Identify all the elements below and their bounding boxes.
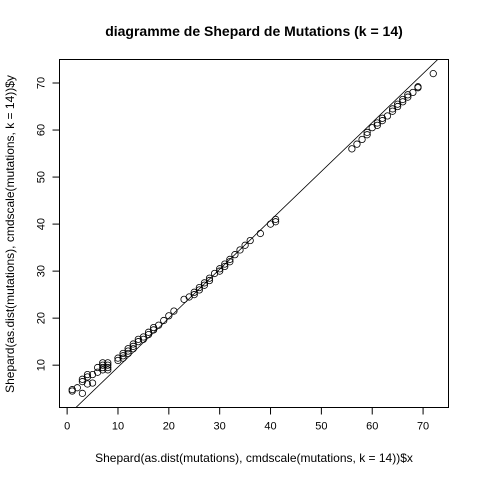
- x-tick-label-50: 50: [315, 421, 327, 433]
- data-point: [165, 312, 173, 320]
- data-point: [256, 229, 264, 238]
- y-tick-label-70: 70: [36, 77, 48, 89]
- data-point: [155, 321, 163, 329]
- data-point: [383, 112, 392, 120]
- data-point: [104, 359, 112, 367]
- data-point: [353, 140, 361, 148]
- x-tick-label-10: 10: [112, 421, 124, 433]
- data-point: [388, 107, 397, 115]
- x-tick-label-0: 0: [64, 421, 70, 433]
- x-tick-label-20: 20: [163, 421, 175, 433]
- data-point: [399, 98, 407, 106]
- data-point: [104, 363, 112, 372]
- data-point: [409, 88, 417, 97]
- data-point: [195, 286, 203, 294]
- data-point: [226, 258, 234, 266]
- data-point: [221, 262, 229, 271]
- data-point: [83, 380, 92, 388]
- data-point: [429, 70, 437, 78]
- x-axis-label: Shepard(as.dist(mutations), cmdscale(mut…: [95, 451, 413, 465]
- data-point: [83, 370, 92, 379]
- data-point: [124, 349, 132, 358]
- reference-line-layer: [75, 59, 439, 408]
- x-tick-label-30: 30: [214, 421, 226, 433]
- data-point: [200, 281, 209, 289]
- data-point: [205, 276, 214, 285]
- data-point: [414, 83, 422, 91]
- y-axis: 10 20 30 40 50 60 70: [36, 77, 60, 371]
- data-point: [378, 117, 386, 125]
- data-point: [272, 218, 280, 226]
- data-point: [149, 326, 158, 334]
- y-tick-label-10: 10: [36, 359, 48, 371]
- y-tick-label-60: 60: [36, 124, 48, 136]
- data-point: [231, 251, 239, 259]
- data-point: [226, 255, 234, 263]
- data-point: [363, 131, 371, 139]
- data-point: [348, 145, 356, 153]
- data-point: [104, 366, 112, 374]
- data-point: [104, 361, 112, 369]
- data-point: [373, 121, 381, 129]
- data-point: [216, 267, 224, 275]
- data-points: [68, 70, 437, 397]
- data-point: [119, 354, 127, 362]
- data-point: [190, 291, 198, 299]
- data-point: [144, 331, 153, 339]
- x-tick-label-70: 70: [417, 421, 429, 433]
- y-tick-label-50: 50: [36, 171, 48, 183]
- data-point: [394, 102, 402, 111]
- data-point: [236, 246, 244, 254]
- data-point: [73, 384, 81, 392]
- x-axis: 0 10 20 30 40 50 60 70: [64, 407, 429, 433]
- data-point: [358, 135, 366, 144]
- data-point: [170, 307, 178, 315]
- data-point: [160, 316, 168, 325]
- data-point: [139, 335, 148, 343]
- y-tick-label-20: 20: [36, 312, 48, 324]
- data-point: [241, 241, 249, 249]
- data-point: [246, 236, 254, 245]
- data-point: [205, 274, 214, 282]
- data-point: [272, 215, 280, 223]
- data-point: [129, 342, 137, 350]
- identity-reference-line: [75, 59, 439, 408]
- x-tick-label-60: 60: [366, 421, 378, 433]
- data-point: [68, 386, 76, 394]
- data-point: [404, 93, 412, 101]
- plot-frame: [59, 59, 449, 408]
- data-point: [88, 379, 97, 387]
- y-tick-label-40: 40: [36, 218, 48, 230]
- chart-title: diagramme de Shepard de Mutations (k = 1…: [105, 23, 403, 39]
- data-point: [363, 128, 371, 136]
- x-tick-label-40: 40: [264, 421, 276, 433]
- y-tick-label-30: 30: [36, 265, 48, 277]
- data-point: [78, 389, 86, 397]
- y-axis-label: Shepard(as.dist(mutations), cmdscale(mut…: [3, 75, 17, 393]
- data-point: [129, 345, 137, 353]
